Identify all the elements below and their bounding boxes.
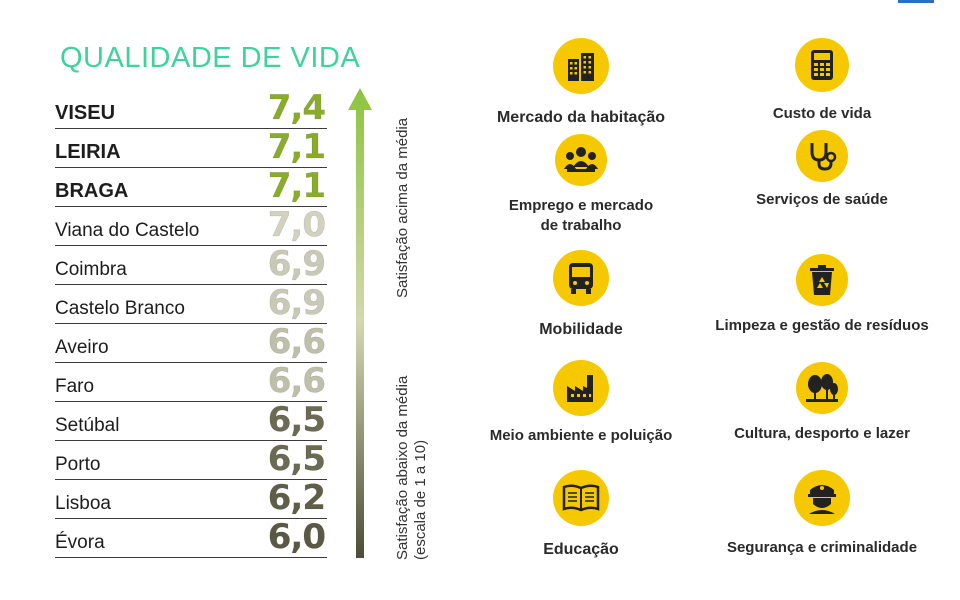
people-icon: [555, 134, 607, 186]
city-score: 6,5: [267, 400, 326, 441]
city-name: Évora: [55, 532, 105, 553]
category-environment: Meio ambiente e poluição: [461, 360, 701, 446]
ranking-row: BRAGA 7,1: [55, 166, 327, 207]
category-health: Serviços de saúde: [702, 130, 942, 210]
ranking-row: Castelo Branco 6,9: [55, 283, 327, 324]
category-mobility: Mobilidade: [461, 250, 701, 340]
category-label: Custo de vida: [772, 105, 872, 122]
ranking-row: Aveiro 6,6: [55, 322, 327, 363]
city-name: VISEU: [55, 102, 116, 124]
calculator-icon: [795, 38, 849, 92]
ranking-row: VISEU 7,4: [55, 88, 327, 129]
city-name: Castelo Branco: [55, 298, 185, 319]
city-name: Faro: [55, 376, 95, 397]
ranking-row: Coimbra 6,9: [55, 244, 327, 285]
axis-label-below: Satisfação abaixo da média (escala de 1 …: [394, 376, 430, 560]
category-cost-of-living: Custo de vida: [702, 38, 942, 124]
building-icon: [553, 38, 609, 94]
category-security: Segurança e criminalidade: [702, 470, 942, 558]
city-name: Lisboa: [55, 493, 111, 514]
ranking-row: Évora 6,0: [55, 517, 327, 558]
bus-icon: [553, 250, 609, 306]
axis-label-above: Satisfação acima da média: [394, 117, 411, 298]
ranking-row: Viana do Castelo 7,0: [55, 205, 327, 246]
city-score: 6,2: [267, 478, 326, 519]
ranking-row: Setúbal 6,5: [55, 400, 327, 441]
city-score: 7,1: [267, 127, 326, 168]
city-name: Porto: [55, 454, 101, 475]
axis-label-below-line1: Satisfação abaixo da média: [394, 375, 411, 560]
ranking-row: Porto 6,5: [55, 439, 327, 480]
city-score: 7,4: [267, 88, 326, 129]
category-label: Segurança e criminalidade: [726, 539, 918, 556]
satisfaction-arrow: [348, 88, 372, 558]
police-icon: [794, 470, 850, 526]
category-waste: Limpeza e gestão de resíduos: [702, 254, 942, 336]
category-label: Mercado da habitação: [496, 109, 666, 126]
stethoscope-icon: [796, 130, 848, 182]
factory-icon: [553, 360, 609, 416]
city-score: 6,0: [267, 517, 326, 558]
category-education: Educação: [461, 470, 701, 560]
city-score: 6,6: [267, 361, 326, 402]
ranking-row: Faro 6,6: [55, 361, 327, 402]
ranking-row: LEIRIA 7,1: [55, 127, 327, 168]
category-label: Serviços de saúde: [756, 191, 888, 208]
city-name: BRAGA: [55, 180, 129, 202]
category-label: Educação: [543, 541, 619, 558]
category-employment: Emprego e mercado de trabalho: [461, 134, 701, 236]
category-label-line1: Emprego e mercado: [508, 197, 654, 214]
category-label: Emprego e mercado de trabalho: [461, 196, 701, 236]
recycle-bin-icon: [796, 254, 848, 306]
city-name: Aveiro: [55, 337, 109, 358]
category-label: Limpeza e gestão de resíduos: [715, 317, 929, 334]
category-label: Cultura, desporto e lazer: [734, 425, 910, 442]
category-label: Mobilidade: [539, 321, 623, 338]
ranking-row: Lisboa 6,2: [55, 478, 327, 519]
axis-label-below-line2: (escala de 1 a 10): [412, 439, 429, 560]
city-score: 7,0: [267, 205, 326, 246]
category-label-line2: de trabalho: [540, 217, 622, 234]
city-score: 6,9: [267, 283, 326, 324]
city-score: 6,5: [267, 439, 326, 480]
page-title: QUALIDADE DE VIDA: [60, 42, 361, 74]
top-corner-mark: [898, 0, 934, 3]
trees-icon: [796, 362, 848, 414]
category-housing: Mercado da habitação: [461, 38, 701, 128]
city-name: Coimbra: [55, 259, 127, 280]
city-name: Viana do Castelo: [55, 220, 200, 241]
city-name: Setúbal: [55, 415, 120, 436]
city-score: 7,1: [267, 166, 326, 207]
city-score: 6,6: [267, 322, 326, 363]
city-score: 6,9: [267, 244, 326, 285]
category-label: Meio ambiente e poluição: [489, 427, 673, 444]
ranking-list: VISEU 7,4 LEIRIA 7,1 BRAGA 7,1 Viana do Cas…: [55, 88, 327, 558]
category-culture: Cultura, desporto e lazer: [702, 362, 942, 444]
city-name: LEIRIA: [55, 141, 121, 163]
book-icon: [553, 470, 609, 526]
